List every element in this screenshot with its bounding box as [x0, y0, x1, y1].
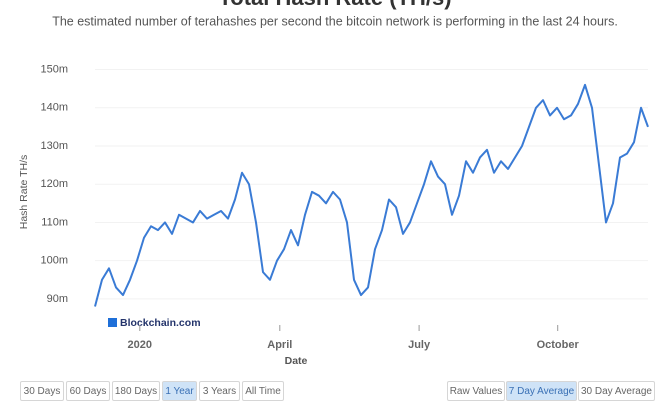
- watermark: Blockchain.com: [120, 317, 201, 329]
- y-tick-label: 120m: [40, 178, 68, 190]
- y-tick-label: 90m: [47, 293, 68, 305]
- chart-subtitle: The estimated number of terahashes per s…: [52, 14, 618, 28]
- data-line: [94, 83, 649, 307]
- y-tick-label: 150m: [40, 63, 68, 75]
- toggle-button[interactable]: 1 Year: [162, 381, 197, 401]
- y-tick-label: 140m: [40, 102, 68, 114]
- toggle-button[interactable]: 180 Days: [112, 381, 160, 401]
- toggle-button[interactable]: Raw Values: [447, 381, 505, 401]
- x-axis-label: Date: [285, 355, 308, 367]
- y-tick-label: 130m: [40, 140, 68, 152]
- toggle-button[interactable]: 3 Years: [199, 381, 240, 401]
- chart-title: Total Hash Rate (TH/s): [218, 0, 451, 10]
- toggle-button[interactable]: 60 Days: [66, 381, 110, 401]
- x-tick-label: April: [267, 339, 292, 351]
- y-axis-label: Hash Rate TH/s: [18, 155, 30, 230]
- x-tick-label: October: [537, 339, 580, 351]
- toggle-button[interactable]: 30 Day Average: [578, 381, 655, 401]
- toggle-button[interactable]: 30 Days: [20, 381, 64, 401]
- toggle-button[interactable]: All Time: [242, 381, 284, 401]
- y-tick-label: 100m: [40, 255, 68, 267]
- toggle-button[interactable]: 7 Day Average: [506, 381, 577, 401]
- x-tick-label: July: [408, 339, 431, 351]
- y-tick-label: 110m: [41, 216, 68, 228]
- logo-icon: [108, 318, 117, 327]
- x-tick-label: 2020: [128, 339, 152, 351]
